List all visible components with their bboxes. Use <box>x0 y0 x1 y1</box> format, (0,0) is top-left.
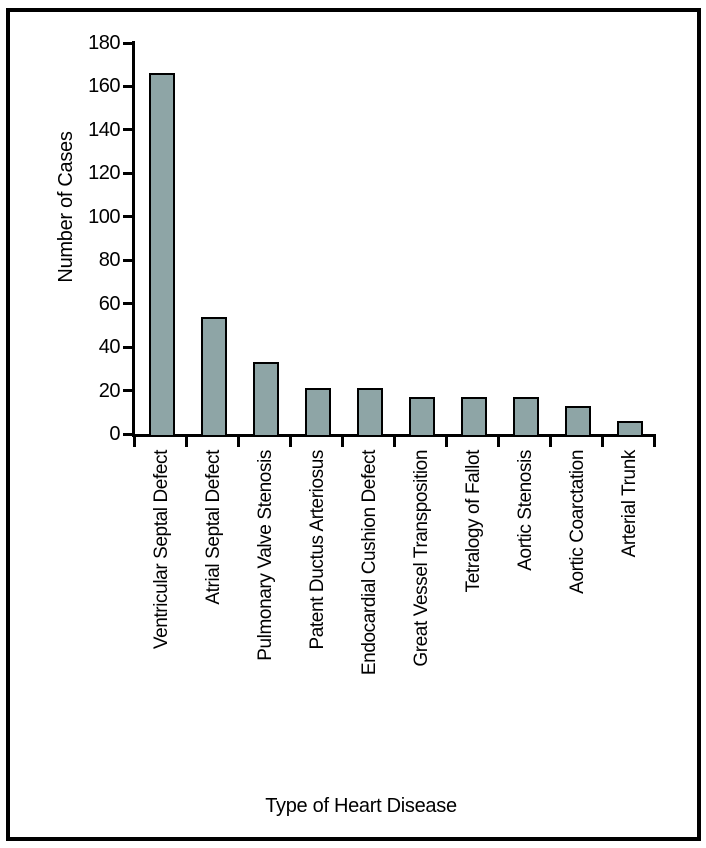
bar-7 <box>513 397 539 437</box>
y-tick-label: 120 <box>88 162 120 185</box>
y-axis-line <box>132 41 135 437</box>
y-tick <box>123 84 132 88</box>
figure-border <box>6 8 701 841</box>
x-category-label: Great Vessel Transposition <box>411 450 432 667</box>
y-tick <box>123 128 132 132</box>
x-category-label: Arterial Trunk <box>619 450 640 558</box>
x-tick <box>340 434 344 447</box>
bar-3 <box>305 388 331 437</box>
y-tick-label: 20 <box>98 379 121 402</box>
y-tick <box>123 432 132 436</box>
x-tick <box>392 434 396 447</box>
y-tick-label: 60 <box>98 292 121 315</box>
y-tick <box>123 258 132 262</box>
y-tick-label: 80 <box>98 249 121 272</box>
x-category-label: Aortic Coarctation <box>567 450 588 594</box>
y-tick-label: 140 <box>88 118 120 141</box>
y-tick <box>123 389 132 393</box>
y-tick <box>123 345 132 349</box>
x-tick <box>496 434 500 447</box>
y-tick-label: 0 <box>109 423 120 445</box>
bar-5 <box>409 397 435 437</box>
bar-2 <box>253 362 279 437</box>
bar-9 <box>617 420 643 437</box>
x-tick <box>184 434 188 447</box>
bar-1 <box>201 316 227 437</box>
y-tick-label: 160 <box>88 75 120 98</box>
y-tick <box>123 41 132 45</box>
y-tick-label: 180 <box>88 32 120 54</box>
y-tick-label: 40 <box>98 336 121 359</box>
x-category-label: Pulmonary Valve Stenosis <box>255 450 276 661</box>
y-tick <box>123 171 132 175</box>
bar-4 <box>357 388 383 437</box>
x-tick <box>444 434 448 447</box>
y-tick-label: 100 <box>88 205 120 228</box>
x-category-label: Aortic Stenosis <box>515 450 536 571</box>
y-tick <box>123 302 132 306</box>
x-tick <box>288 434 292 447</box>
x-category-label: Tetralogy of Fallot <box>463 450 484 593</box>
x-tick <box>600 434 604 447</box>
x-tick <box>548 434 552 447</box>
x-tick <box>236 434 240 447</box>
x-tick <box>132 434 136 447</box>
x-category-label: Ventricular Septal Defect <box>151 450 172 650</box>
x-category-label: Patent Ductus Arteriosus <box>307 450 328 650</box>
bar-8 <box>565 405 591 437</box>
x-tick <box>652 434 656 447</box>
bar-0 <box>149 73 175 437</box>
x-category-label: Endocardial Cushion Defect <box>359 450 380 676</box>
x-category-label: Atrial Septal Defect <box>203 450 224 605</box>
bar-6 <box>461 397 487 437</box>
x-axis-title: Type of Heart Disease <box>265 795 457 817</box>
y-tick <box>123 215 132 219</box>
